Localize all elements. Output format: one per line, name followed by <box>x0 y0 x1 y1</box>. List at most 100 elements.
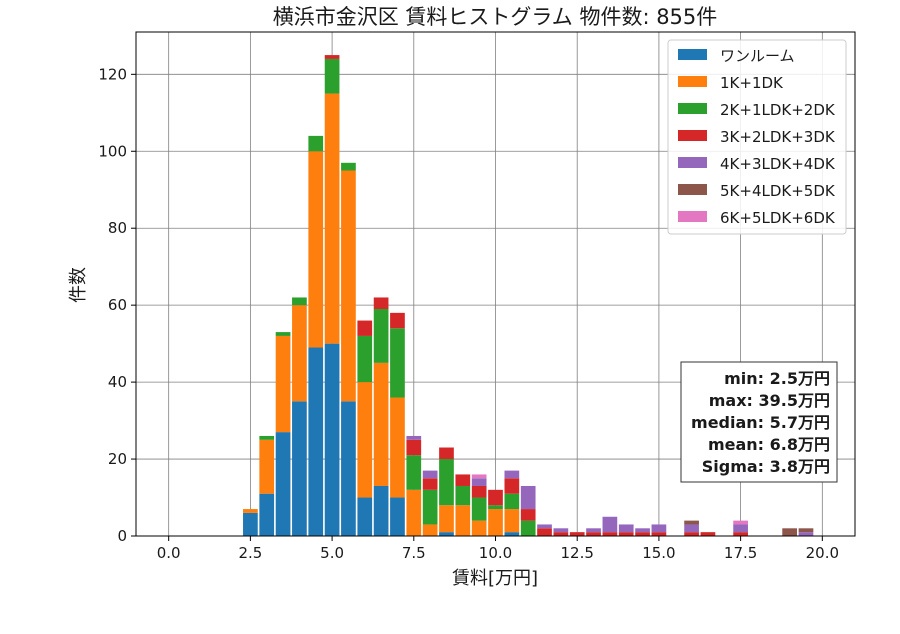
bar-segment <box>798 532 814 536</box>
stats-annotation-box: min: 2.5万円 max: 39.5万円 median: 5.7万円 mean: … <box>680 361 838 483</box>
stats-line: Sigma: 3.8万円 <box>702 457 830 476</box>
bar-segment <box>504 509 520 533</box>
legend-swatch <box>678 157 707 168</box>
bar-segment <box>324 58 340 94</box>
stats-line: mean: 6.8万円 <box>708 435 830 454</box>
bar-segment <box>357 320 373 336</box>
bar-segment <box>488 505 503 510</box>
chart-title: 横浜市金沢区 賃料ヒストグラム 物件数: 855件 <box>273 5 718 29</box>
bar-segment <box>798 528 814 533</box>
x-tick-label: 17.5 <box>724 544 757 562</box>
bar-segment <box>488 509 503 536</box>
legend-swatch <box>678 103 707 114</box>
bar-segment <box>373 362 389 486</box>
bar-segment <box>553 528 569 533</box>
x-tick-label: 7.5 <box>402 544 426 562</box>
stats-line: median: 5.7万円 <box>691 413 830 432</box>
bar-segment <box>537 524 552 529</box>
bar-segment <box>357 497 373 536</box>
legend-label: 4K+3LDK+4DK <box>720 155 836 173</box>
bar-segment <box>390 328 405 398</box>
bar-segment <box>520 520 536 536</box>
bar-segment <box>422 478 438 490</box>
bar-segment <box>357 335 373 383</box>
bar-segment <box>292 401 307 536</box>
bar-segment <box>586 532 601 536</box>
bar-segment <box>308 135 324 152</box>
bar-layer <box>243 55 814 536</box>
bar-segment <box>341 162 356 171</box>
y-tick-label: 0 <box>117 527 127 545</box>
bar-segment <box>390 397 405 498</box>
bar-segment <box>275 332 291 336</box>
bar-segment <box>455 474 471 486</box>
bar-segment <box>275 335 291 433</box>
bar-segment <box>308 347 324 536</box>
y-tick-label: 80 <box>108 219 127 237</box>
legend: ワンルーム 1K+1DK 2K+1LDK+2DK 3K+2LDK+3DK 4K+3LDK… <box>667 39 847 235</box>
bar-segment <box>553 532 569 536</box>
bar-segment <box>471 497 487 521</box>
bar-segment <box>243 509 258 513</box>
bar-segment <box>422 489 438 525</box>
bar-segment <box>504 493 520 510</box>
bar-segment <box>504 470 520 479</box>
legend-label: 2K+1LDK+2DK <box>720 101 836 119</box>
bar-segment <box>602 516 618 533</box>
bar-segment <box>733 524 748 533</box>
bar-segment <box>618 532 634 536</box>
bar-segment <box>684 532 699 536</box>
bar-segment <box>471 478 487 486</box>
stats-line: max: 39.5万円 <box>709 391 830 410</box>
x-tick-label: 15.0 <box>642 544 675 562</box>
bar-segment <box>455 485 471 506</box>
legend-label: ワンルーム <box>720 47 795 65</box>
bar-segment <box>635 528 650 533</box>
bar-segment <box>275 432 291 536</box>
bar-segment <box>651 532 667 536</box>
bar-segment <box>504 478 520 494</box>
bar-segment <box>471 520 487 536</box>
bar-segment <box>243 512 258 536</box>
legend-swatch <box>678 49 707 60</box>
bar-segment <box>292 297 307 306</box>
bar-segment <box>733 520 748 525</box>
bar-segment <box>406 455 422 490</box>
bar-segment <box>602 532 618 536</box>
bar-segment <box>455 505 471 536</box>
bar-segment <box>292 305 307 402</box>
legend-label: 5K+4LDK+5DK <box>720 182 836 200</box>
x-tick-label: 12.5 <box>561 544 594 562</box>
bar-segment <box>259 439 275 494</box>
bar-segment <box>324 55 340 59</box>
bar-segment <box>618 524 634 533</box>
bar-segment <box>324 93 340 344</box>
bar-segment <box>324 343 340 536</box>
legend-box <box>667 39 847 235</box>
bar-segment <box>733 532 748 536</box>
bar-segment <box>373 485 389 536</box>
y-tick-label: 100 <box>98 142 127 160</box>
bar-segment <box>259 493 275 536</box>
x-tick-label: 10.0 <box>479 544 512 562</box>
x-tick-label: 5.0 <box>320 544 344 562</box>
bar-segment <box>373 297 389 310</box>
x-tick-label: 2.5 <box>238 544 262 562</box>
bar-segment <box>373 309 389 363</box>
bar-segment <box>341 170 356 402</box>
y-axis-ticks: 0 20 40 60 80 100 120 <box>98 65 136 545</box>
bar-segment <box>569 532 585 536</box>
bar-segment <box>406 489 422 536</box>
bar-segment <box>406 435 422 440</box>
bar-segment <box>520 509 536 521</box>
bar-segment <box>537 528 552 536</box>
legend-swatch <box>678 211 707 222</box>
stats-box-border <box>680 361 838 483</box>
bar-segment <box>504 532 520 536</box>
legend-swatch <box>678 184 707 195</box>
bar-segment <box>357 382 373 498</box>
bar-segment <box>439 447 454 460</box>
bar-segment <box>700 532 716 536</box>
